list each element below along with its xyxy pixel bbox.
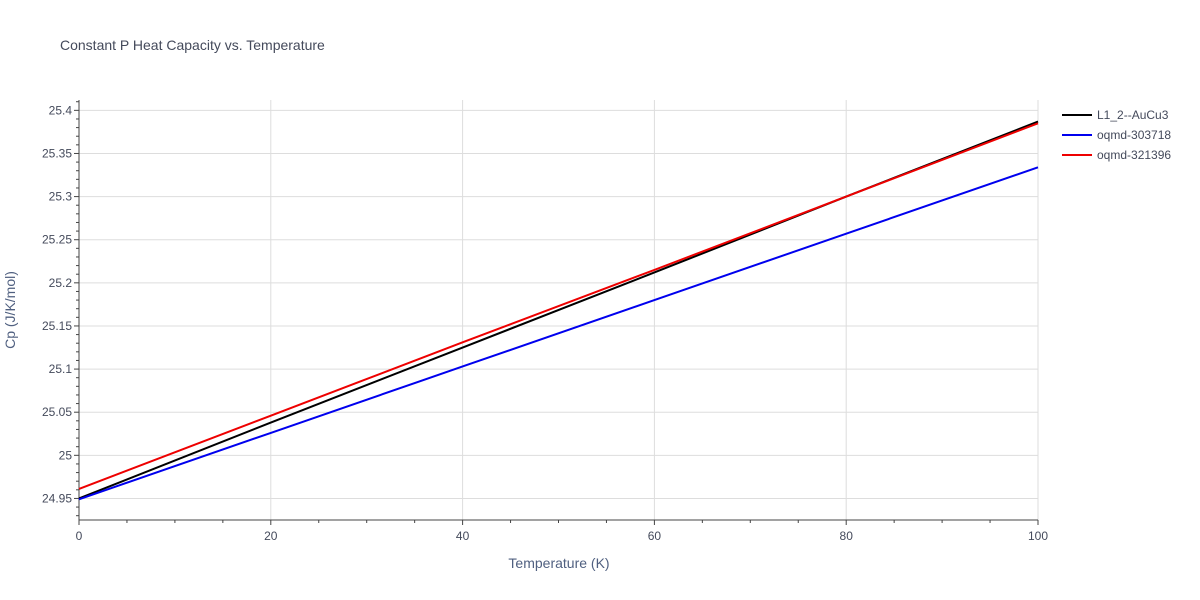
y-tick-label: 25.35 bbox=[42, 146, 72, 160]
legend-label: oqmd-321396 bbox=[1097, 148, 1171, 162]
x-tick-label: 60 bbox=[648, 529, 662, 543]
x-tick-label: 20 bbox=[264, 529, 278, 543]
y-tick-label: 25 bbox=[59, 448, 73, 462]
y-axis-title: Cp (J/K/mol) bbox=[2, 271, 18, 349]
series-line-oqmd-303718 bbox=[78, 166, 1039, 501]
y-tick-label: 25.05 bbox=[42, 405, 72, 419]
y-tick-label: 25.15 bbox=[42, 319, 72, 333]
series-line-oqmd-321396 bbox=[78, 122, 1039, 490]
y-tick-label: 25.2 bbox=[49, 276, 73, 290]
y-tick-label: 25.25 bbox=[42, 233, 72, 247]
axes: 0 20 40 60 80 100 24.95 25 25.05 25.1 25.15 25.2 25.… bbox=[42, 100, 1048, 543]
legend-item[interactable]: oqmd-303718 bbox=[1062, 128, 1171, 142]
y-tick-label: 25.4 bbox=[49, 103, 73, 117]
legend[interactable]: L1_2--AuCu3 oqmd-303718 oqmd-321396 bbox=[1062, 108, 1171, 162]
series-lines bbox=[78, 120, 1039, 501]
x-tick-label: 80 bbox=[840, 529, 854, 543]
y-tick-label: 25.3 bbox=[49, 190, 73, 204]
legend-item[interactable]: oqmd-321396 bbox=[1062, 148, 1171, 162]
grid bbox=[79, 100, 1039, 520]
legend-label: L1_2--AuCu3 bbox=[1097, 108, 1169, 122]
x-tick-label: 100 bbox=[1028, 529, 1048, 543]
x-tick-label: 0 bbox=[76, 529, 83, 543]
chart-title: Constant P Heat Capacity vs. Temperature bbox=[60, 37, 325, 53]
legend-item[interactable]: L1_2--AuCu3 bbox=[1062, 108, 1169, 122]
y-tick-label: 24.95 bbox=[42, 491, 72, 505]
legend-label: oqmd-303718 bbox=[1097, 128, 1171, 142]
y-tick-label: 25.1 bbox=[49, 362, 73, 376]
x-tick-label: 40 bbox=[456, 529, 470, 543]
x-axis-title: Temperature (K) bbox=[508, 555, 609, 571]
